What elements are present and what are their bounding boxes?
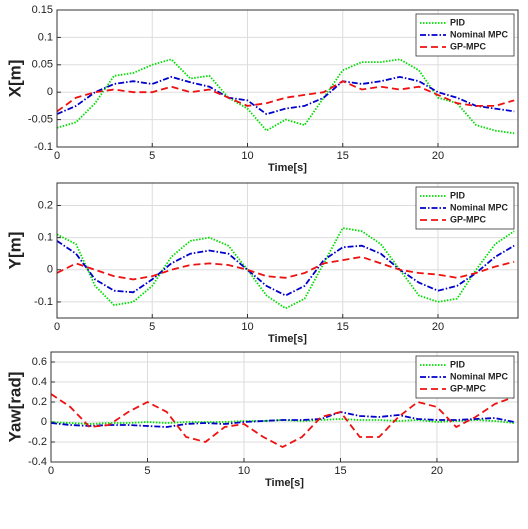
legend-label: GP-MPC bbox=[450, 41, 487, 51]
y-tick-label: 0.1 bbox=[38, 31, 53, 43]
legend-label: Nominal MPC bbox=[450, 371, 509, 381]
legend-label: GP-MPC bbox=[450, 383, 487, 393]
y-axis-label: Y[m] bbox=[5, 232, 24, 270]
y-tick-label: 0.15 bbox=[32, 4, 53, 16]
x-tick-label: 15 bbox=[334, 465, 346, 477]
x-tick-label: 0 bbox=[48, 465, 54, 477]
x-tick-label: 0 bbox=[54, 150, 60, 162]
data-line bbox=[50, 393, 515, 449]
x-tick-label: 5 bbox=[149, 321, 155, 333]
y-tick-label: 0.6 bbox=[32, 356, 47, 368]
y-tick-label: 0.05 bbox=[32, 59, 53, 71]
y-tick-label: -0.4 bbox=[28, 456, 47, 468]
x-tick-label: 20 bbox=[431, 465, 443, 477]
legend-label: PID bbox=[450, 359, 466, 369]
x-axis-label: Time[s] bbox=[268, 162, 307, 174]
y-tick-label: 0 bbox=[47, 86, 53, 98]
y-tick-label: 0.2 bbox=[38, 199, 53, 211]
y-tick-label: -0.1 bbox=[34, 141, 53, 153]
x-axis-label: Time[s] bbox=[268, 333, 307, 345]
data-line bbox=[56, 80, 515, 113]
y-tick-label: 0.2 bbox=[32, 396, 47, 408]
data-line bbox=[56, 255, 515, 281]
x-tick-label: 10 bbox=[238, 465, 250, 477]
axes-frame bbox=[50, 351, 519, 463]
y-tick-label: 0 bbox=[41, 416, 47, 428]
y-tick-label: -0.05 bbox=[28, 114, 53, 126]
y-tick-label: 0.4 bbox=[32, 376, 47, 388]
y-tick-label: 0 bbox=[47, 264, 53, 276]
x-tick-label: 10 bbox=[241, 150, 253, 162]
data-line bbox=[56, 58, 515, 135]
x-tick-label: 15 bbox=[337, 150, 349, 162]
data-line bbox=[56, 240, 515, 297]
y-axis-label: Yaw[rad] bbox=[5, 372, 24, 443]
x-tick-label: 5 bbox=[144, 465, 150, 477]
x-axis-label: Time[s] bbox=[265, 477, 304, 489]
x-tick-label: 0 bbox=[54, 321, 60, 333]
legend-label: PID bbox=[450, 17, 466, 27]
y-tick-label: -0.1 bbox=[34, 296, 53, 308]
x-tick-label: 20 bbox=[432, 321, 444, 333]
legend-label: GP-MPC bbox=[450, 214, 487, 224]
x-tick-label: 5 bbox=[149, 150, 155, 162]
x-tick-label: 20 bbox=[432, 150, 444, 162]
x-tick-label: 15 bbox=[337, 321, 349, 333]
axes-frame bbox=[56, 9, 519, 148]
legend-label: Nominal MPC bbox=[450, 29, 509, 39]
axes-frame bbox=[56, 182, 519, 319]
y-axis-label: X[m] bbox=[5, 60, 24, 98]
legend-label: Nominal MPC bbox=[450, 202, 509, 212]
x-tick-label: 10 bbox=[241, 321, 253, 333]
y-tick-label: 0.1 bbox=[38, 232, 53, 244]
y-tick-label: -0.2 bbox=[28, 436, 47, 448]
data-line bbox=[56, 75, 515, 116]
legend-label: PID bbox=[450, 190, 466, 200]
data-line bbox=[50, 411, 515, 428]
